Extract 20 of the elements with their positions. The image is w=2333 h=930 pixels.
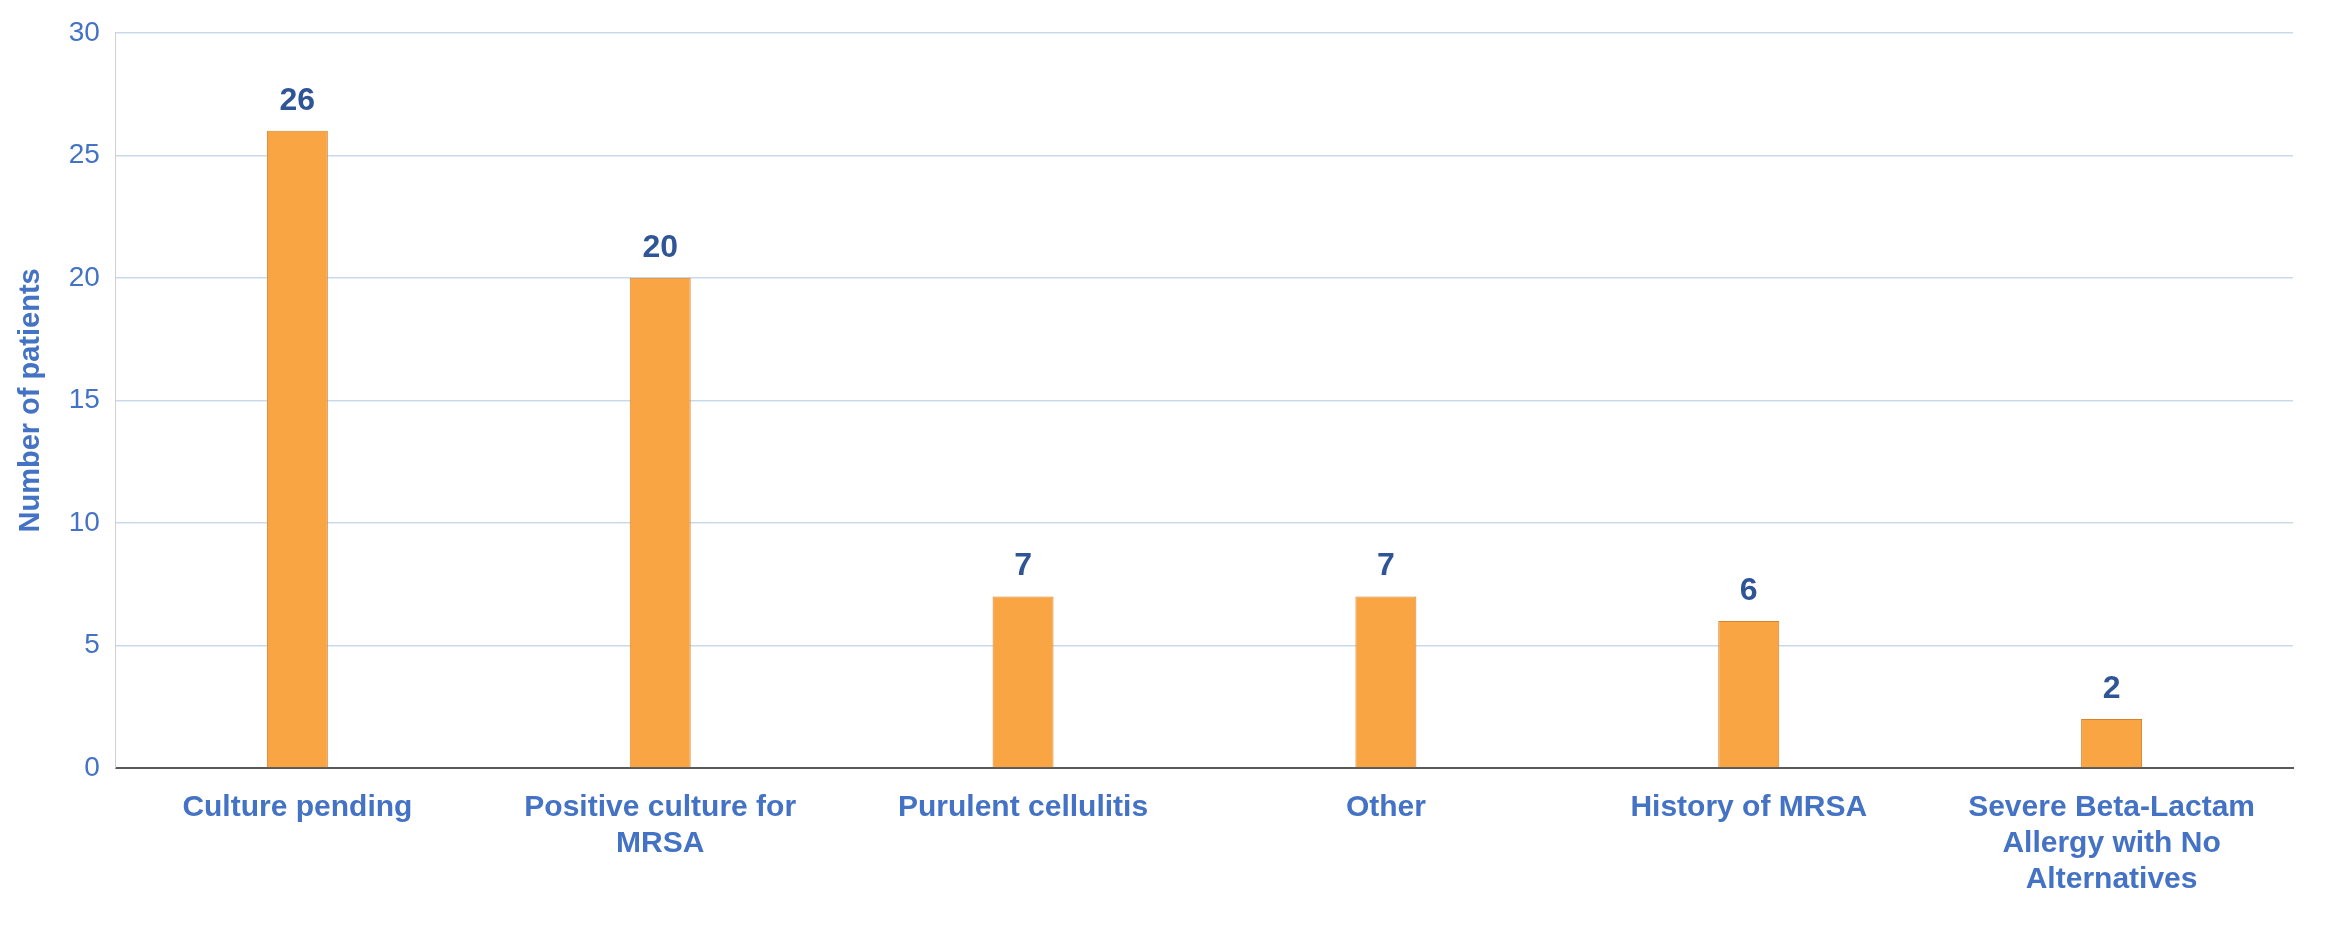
y-tick-label: 10 [68, 505, 100, 537]
data-label: 2 [2102, 668, 2121, 705]
x-tick-label: Culture pending [182, 789, 413, 823]
data-label: 7 [1377, 546, 1395, 583]
x-tick-label: Severe Beta-Lactam Allergy with No Alternatives [1968, 789, 2255, 895]
y-tick-label: 15 [68, 383, 100, 415]
y-axis-title: Number of patients [13, 268, 46, 533]
data-label: 7 [1014, 546, 1032, 583]
y-tick-label: 30 [68, 15, 100, 47]
data-label: 6 [1739, 570, 1758, 607]
y-tick-label: 25 [68, 138, 100, 170]
data-label: 20 [642, 227, 679, 264]
x-tick-label: Purulent cellulitis [898, 789, 1149, 823]
y-tick-label: 5 [84, 628, 100, 660]
y-tick-label: 0 [84, 750, 100, 782]
data-label: 26 [279, 80, 316, 117]
x-tick-label: Other [1345, 789, 1427, 823]
x-tick-label: Positive culture for MRSA [524, 789, 797, 859]
x-tick-label: History of MRSA [1630, 789, 1868, 823]
y-tick-label: 20 [68, 260, 100, 292]
